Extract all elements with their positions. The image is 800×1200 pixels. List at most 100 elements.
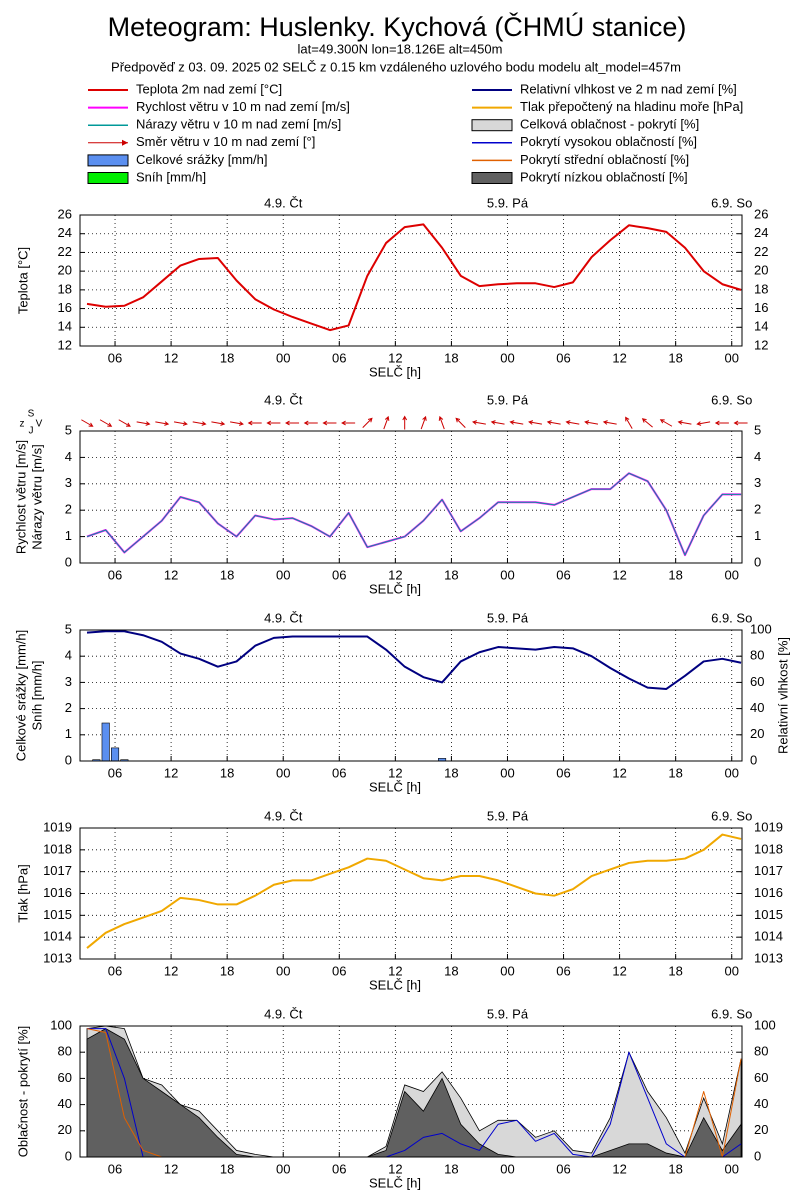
legend-label: Nárazy větru v 10 m nad zemí [m/s] bbox=[136, 117, 341, 132]
x-tick-label: 06 bbox=[556, 567, 570, 582]
wind-arrow bbox=[659, 419, 673, 427]
y-axis-label: Nárazy větru [m/s] bbox=[29, 444, 44, 549]
forecast-info: Předpověď z 03. 09. 2025 02 SELČ z 0.15 … bbox=[111, 59, 681, 74]
x-tick-label: 00 bbox=[724, 567, 738, 582]
y-axis-label: Tlak [hPa] bbox=[15, 864, 30, 923]
y-tick-label-right: 26 bbox=[754, 206, 768, 221]
wind-arrow bbox=[136, 421, 151, 426]
x-tick-label: 00 bbox=[724, 350, 738, 365]
x-tick-label: 06 bbox=[332, 350, 346, 365]
y-tick-label: 2 bbox=[65, 700, 72, 715]
day-label: 5.9. Pá bbox=[487, 808, 529, 823]
x-tick-label: 18 bbox=[444, 765, 458, 780]
wind-arrow bbox=[528, 420, 542, 425]
panel: 06 12 18 00 06 12 18 00 06 12 18 000 01 12 23 34 45 54.9.… bbox=[13, 392, 761, 596]
y-tick-label-right: 4 bbox=[754, 449, 761, 464]
y-axis-label: Oblačnost - pokrytí [%] bbox=[15, 1026, 30, 1158]
y-axis-label: Teplota [°C] bbox=[15, 247, 30, 314]
bar bbox=[101, 722, 110, 762]
y-tick-label-right: 0 bbox=[754, 1148, 761, 1163]
y-tick-label: 1016 bbox=[43, 885, 72, 900]
legend-label: Celková oblačnost - pokrytí [%] bbox=[520, 117, 699, 132]
series-line bbox=[86, 833, 742, 949]
legend-label: Pokrytí vysokou oblačností [%] bbox=[520, 134, 697, 149]
y-tick-label: 60 bbox=[58, 1070, 72, 1085]
y-tick-label-right: 1016 bbox=[754, 885, 783, 900]
day-label: 4.9. Čt bbox=[264, 392, 303, 407]
y-tick-label: 2 bbox=[65, 502, 72, 517]
y-tick-label: 80 bbox=[58, 1044, 72, 1059]
y-axis-label: Celkové srážky [mm/h] bbox=[13, 630, 28, 761]
y-tick-label-right: 1014 bbox=[754, 929, 783, 944]
wind-arrow bbox=[584, 420, 599, 425]
x-tick-label: 18 bbox=[668, 963, 682, 978]
y-tick-label-right: 12 bbox=[754, 337, 768, 352]
y-tick-label-right: 1018 bbox=[754, 841, 783, 856]
x-tick-label: 00 bbox=[276, 765, 290, 780]
x-tick-label: 18 bbox=[444, 350, 458, 365]
wind-arrow bbox=[99, 419, 113, 427]
legend-swatch bbox=[471, 172, 513, 184]
y-tick-label: 24 bbox=[58, 225, 72, 240]
wind-arrow bbox=[118, 419, 131, 427]
plot-frame bbox=[79, 827, 743, 960]
x-axis-label: SELČ [h] bbox=[369, 977, 421, 992]
wind-arrow bbox=[490, 420, 505, 425]
plot-frame bbox=[79, 629, 743, 762]
x-tick-label: 00 bbox=[724, 765, 738, 780]
legend-swatch bbox=[87, 154, 129, 167]
series-area bbox=[86, 1028, 742, 1158]
panel: 06 12 18 00 06 12 18 00 06 12 18 000123450204060801… bbox=[13, 610, 790, 794]
x-tick-label: 12 bbox=[612, 350, 626, 365]
x-tick-label: 12 bbox=[388, 350, 402, 365]
bar bbox=[111, 747, 120, 762]
y-tick-label: 1015 bbox=[43, 907, 72, 922]
x-tick-label: 00 bbox=[500, 350, 514, 365]
x-tick-label: 06 bbox=[556, 350, 570, 365]
y2-tick-label: 20 bbox=[750, 726, 764, 741]
y-tick-label-right: 40 bbox=[754, 1096, 768, 1111]
y-tick-label: 3 bbox=[65, 475, 72, 490]
legend-label: Směr větru v 10 m nad zemí [°] bbox=[136, 134, 315, 149]
x-tick-label: 06 bbox=[332, 1161, 346, 1176]
wind-arrow bbox=[303, 420, 318, 426]
y-tick-label-right: 1017 bbox=[754, 863, 783, 878]
x-tick-label: 06 bbox=[108, 350, 122, 365]
y-tick-label: 1 bbox=[65, 726, 72, 741]
x-tick-label: 18 bbox=[668, 765, 682, 780]
day-label: 4.9. Čt bbox=[264, 195, 303, 210]
x-axis-label: SELČ [h] bbox=[369, 779, 421, 794]
y-tick-label: 4 bbox=[65, 449, 72, 464]
x-axis-label: SELČ [h] bbox=[369, 581, 421, 596]
x-tick-label: 18 bbox=[444, 1161, 458, 1176]
wind-arrow bbox=[383, 415, 390, 430]
x-tick-label: 06 bbox=[332, 567, 346, 582]
y-tick-label-right: 1013 bbox=[754, 950, 783, 965]
day-label: 6.9. So bbox=[711, 1006, 752, 1021]
x-tick-label: 12 bbox=[164, 567, 178, 582]
wind-arrow bbox=[211, 421, 226, 426]
wind-arrow bbox=[677, 420, 692, 425]
x-tick-label: 12 bbox=[164, 350, 178, 365]
x-tick-label: 18 bbox=[668, 350, 682, 365]
wind-arrow bbox=[230, 421, 244, 426]
x-tick-label: 12 bbox=[388, 963, 402, 978]
y-tick-label-right: 18 bbox=[754, 281, 768, 296]
wind-arrow bbox=[81, 419, 94, 427]
y-tick-label: 12 bbox=[58, 337, 72, 352]
day-label: 6.9. So bbox=[711, 610, 752, 625]
plot-frame bbox=[79, 430, 743, 564]
y-tick-label: 1014 bbox=[43, 929, 72, 944]
x-tick-label: 00 bbox=[724, 963, 738, 978]
location: lat=49.300N lon=18.126E alt=450m bbox=[298, 41, 503, 56]
x-tick-label: 00 bbox=[500, 963, 514, 978]
wind-arrow bbox=[438, 415, 445, 430]
legend-label: Pokrytí nízkou oblačností [%] bbox=[520, 169, 688, 184]
y-tick-label: 20 bbox=[58, 263, 72, 278]
x-tick-label: 12 bbox=[612, 567, 626, 582]
x-tick-label: 06 bbox=[108, 963, 122, 978]
x-tick-label: 06 bbox=[556, 765, 570, 780]
wind-arrow bbox=[155, 421, 170, 426]
y-tick-label: 0 bbox=[65, 752, 72, 767]
